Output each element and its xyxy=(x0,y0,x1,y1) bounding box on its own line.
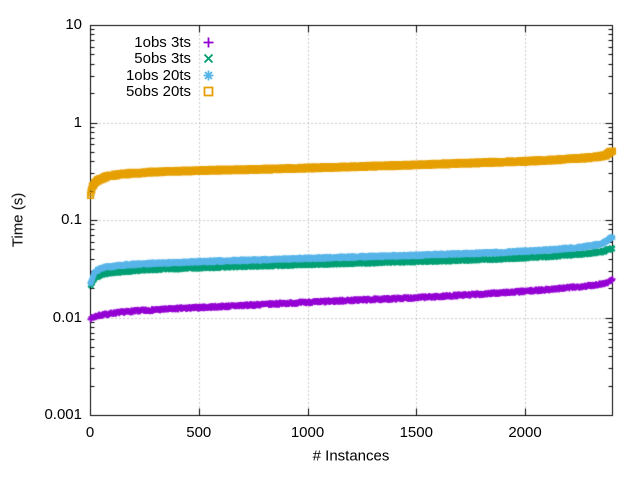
x-tick-label: 1000 xyxy=(290,424,325,441)
cross-marker-icon xyxy=(203,54,214,64)
y-tick-label: 1 xyxy=(73,113,82,131)
legend-label: 5obs 3ts xyxy=(134,50,191,68)
legend-item: 5obs 20ts xyxy=(80,83,216,101)
x-tick-label: 2000 xyxy=(508,424,542,441)
legend-label: 1obs 20ts xyxy=(125,66,191,84)
legend: 1obs 3ts 5obs 3ts 1obs 20ts 5obs 20ts xyxy=(80,34,216,100)
y-tick-label: 10 xyxy=(65,16,82,33)
plus-marker-icon xyxy=(203,37,214,48)
y-tick-label: 0.1 xyxy=(61,211,82,228)
y-tick-label: 0.001 xyxy=(44,406,82,423)
y-tick-label: 0.01 xyxy=(52,308,82,326)
x-axis-title: # Instances xyxy=(312,447,390,465)
x-tick-label: 500 xyxy=(186,424,212,441)
square-marker-icon xyxy=(203,86,214,97)
legend-item: 1obs 3ts xyxy=(80,34,216,51)
legend-label: 1obs 3ts xyxy=(134,33,191,51)
asterisk-marker-icon xyxy=(203,70,214,81)
x-tick-label: 1500 xyxy=(399,424,433,441)
legend-item: 5obs 3ts xyxy=(80,50,216,68)
legend-label: 5obs 20ts xyxy=(125,83,191,101)
legend-item: 1obs 20ts xyxy=(80,67,216,84)
x-tick-label: 0 xyxy=(85,424,95,441)
